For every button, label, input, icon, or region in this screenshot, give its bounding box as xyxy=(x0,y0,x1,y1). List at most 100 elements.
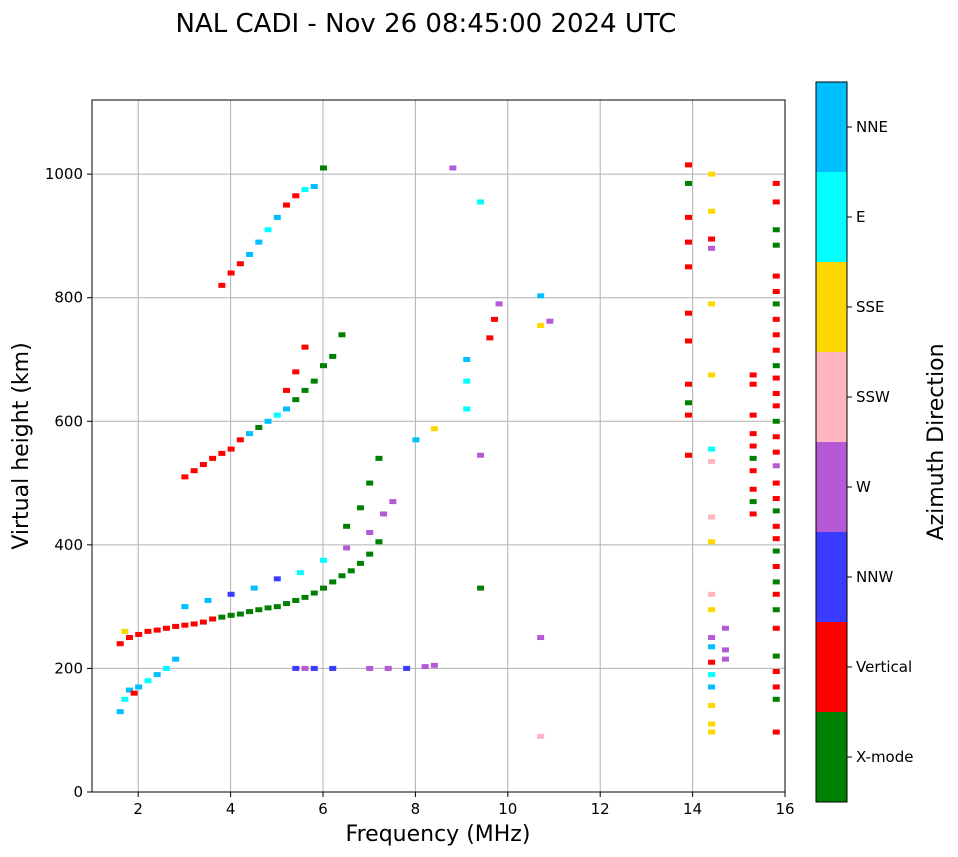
data-point xyxy=(338,573,346,579)
data-point xyxy=(255,239,263,245)
data-point xyxy=(236,261,244,267)
data-point xyxy=(721,647,729,653)
x-tick-label: 6 xyxy=(318,800,328,818)
colorbar-tick-label: SSW xyxy=(856,388,890,406)
x-tick-label: 12 xyxy=(591,800,610,818)
data-points xyxy=(116,162,780,739)
data-point xyxy=(172,623,180,629)
data-point xyxy=(721,656,729,662)
colorbar-segment xyxy=(816,442,847,532)
data-point xyxy=(320,557,327,563)
data-point xyxy=(708,607,716,613)
data-point xyxy=(125,635,133,641)
data-point xyxy=(772,496,780,502)
data-point xyxy=(537,733,545,739)
data-point xyxy=(684,412,692,418)
data-point xyxy=(684,214,692,220)
grid-lines xyxy=(92,100,786,793)
data-point xyxy=(749,443,757,449)
data-point xyxy=(772,403,780,409)
data-point xyxy=(301,344,309,350)
data-point xyxy=(421,664,429,670)
data-point xyxy=(749,511,757,517)
data-point xyxy=(389,499,397,505)
x-tick-label: 14 xyxy=(683,800,702,818)
y-tick-label: 200 xyxy=(54,659,83,677)
data-point xyxy=(199,462,207,468)
data-point xyxy=(366,551,374,557)
data-point xyxy=(772,289,780,295)
data-point xyxy=(329,353,337,359)
data-point xyxy=(708,684,716,690)
data-point xyxy=(283,387,291,393)
data-point xyxy=(684,239,692,245)
data-point xyxy=(264,418,272,424)
y-tick-label: 0 xyxy=(73,783,83,801)
data-point xyxy=(772,625,780,631)
data-point xyxy=(190,468,198,474)
data-point xyxy=(749,431,757,437)
data-point xyxy=(218,282,226,288)
y-tick-label: 1000 xyxy=(45,165,83,183)
data-point xyxy=(380,511,388,517)
data-point xyxy=(283,202,291,208)
data-point xyxy=(708,635,716,641)
data-point xyxy=(546,318,554,324)
data-point xyxy=(227,446,235,452)
data-point xyxy=(366,530,374,535)
data-point xyxy=(684,264,692,270)
data-point xyxy=(772,180,780,186)
colorbar-tick-label: X-mode xyxy=(856,748,913,766)
data-point xyxy=(772,508,780,514)
data-point xyxy=(356,505,364,511)
data-point xyxy=(772,332,780,338)
data-point xyxy=(181,622,189,628)
data-point xyxy=(708,446,716,452)
data-point xyxy=(144,628,152,634)
data-point xyxy=(772,363,780,369)
data-point xyxy=(749,486,757,492)
data-point xyxy=(749,372,757,378)
data-point xyxy=(477,199,485,205)
data-point xyxy=(708,721,716,727)
data-point xyxy=(172,656,180,662)
data-point xyxy=(749,499,757,505)
data-point xyxy=(772,273,780,279)
y-axis-ticks: 0 200 400 600 800 1000 xyxy=(45,165,92,801)
data-point xyxy=(125,687,133,693)
data-point xyxy=(708,729,716,735)
data-point xyxy=(301,665,309,671)
data-point xyxy=(772,696,780,702)
colorbar: X-mode Vertical NNW W SSW SSE E NNE xyxy=(815,81,913,803)
data-point xyxy=(772,390,780,396)
colorbar-tick-label: NNW xyxy=(856,568,893,586)
data-point xyxy=(116,709,124,715)
y-tick-label: 800 xyxy=(54,289,83,307)
data-point xyxy=(749,455,757,461)
data-point xyxy=(320,585,327,591)
data-point xyxy=(283,406,291,412)
data-point xyxy=(310,184,318,189)
colorbar-segment xyxy=(816,532,847,622)
data-point xyxy=(772,684,780,690)
data-point xyxy=(255,607,263,613)
data-point xyxy=(772,607,780,613)
data-point xyxy=(227,270,235,276)
x-tick-label: 16 xyxy=(775,800,794,818)
data-point xyxy=(301,594,309,600)
y-tick-label: 400 xyxy=(54,536,83,554)
data-point xyxy=(749,468,757,474)
data-point xyxy=(273,412,281,418)
data-point xyxy=(310,665,318,671)
x-tick-label: 10 xyxy=(498,800,517,818)
chart-title: NAL CADI - Nov 26 08:45:00 2024 UTC xyxy=(176,9,677,39)
data-point xyxy=(477,452,485,458)
data-point xyxy=(246,251,254,257)
data-point xyxy=(708,672,716,678)
data-point xyxy=(772,536,780,542)
data-point xyxy=(310,590,318,596)
data-point xyxy=(292,193,300,199)
data-point xyxy=(135,684,143,690)
colorbar-segment xyxy=(816,352,847,442)
